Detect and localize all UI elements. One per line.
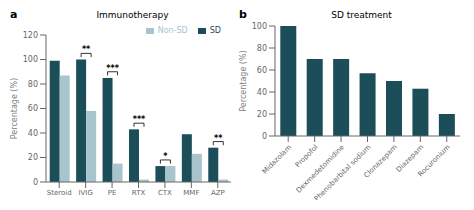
html-text:SD treatment: SD treatment [331, 10, 392, 20]
svg-text:80: 80 [257, 44, 267, 53]
svg-text:PE: PE [108, 189, 117, 197]
html-text:SD: SD [209, 26, 221, 35]
svg-text:20: 20 [257, 110, 267, 119]
svg-text:Rocuronium: Rocuronium [417, 143, 452, 178]
html-text:b: b [239, 8, 247, 21]
svg-text:RTX: RTX [132, 189, 146, 197]
svg-text:Propofol: Propofol [294, 143, 320, 169]
svg-text:Dexmedetomidine: Dexmedetomidine [295, 143, 346, 194]
svg-text:100: 100 [23, 55, 38, 64]
svg-text:60: 60 [28, 104, 38, 113]
svg-text:0: 0 [33, 178, 38, 187]
svg-text:120: 120 [23, 31, 38, 40]
html-text:Non-SD: Non-SD [157, 26, 188, 35]
svg-text:0: 0 [262, 132, 267, 141]
svg-text:Percentage (%): Percentage (%) [10, 78, 19, 139]
svg-text:*: * [163, 152, 168, 161]
svg-text:Percentage (%): Percentage (%) [239, 50, 248, 111]
html-text:Immunotherapy: Immunotherapy [96, 10, 169, 20]
html-text:a: a [10, 8, 18, 21]
svg-text:***: *** [106, 64, 119, 73]
svg-text:Midazolam: Midazolam [261, 143, 293, 175]
svg-text:40: 40 [28, 129, 38, 138]
svg-text:Clonazepam: Clonazepam [363, 143, 399, 179]
svg-text:Steroid: Steroid [47, 189, 72, 197]
svg-text:Diazepam: Diazepam [394, 143, 426, 174]
svg-text:**: ** [214, 134, 223, 143]
svg-text:60: 60 [257, 66, 267, 75]
svg-text:***: *** [133, 115, 146, 124]
svg-text:AZP: AZP [211, 189, 225, 197]
svg-text:40: 40 [257, 88, 267, 97]
svg-text:IVIG: IVIG [78, 189, 92, 197]
svg-text:80: 80 [28, 80, 38, 89]
svg-text:100: 100 [252, 22, 267, 31]
svg-text:CTX: CTX [158, 189, 172, 197]
svg-text:20: 20 [28, 153, 38, 162]
svg-text:MMF: MMF [183, 189, 199, 197]
svg-text:**: ** [82, 45, 91, 54]
